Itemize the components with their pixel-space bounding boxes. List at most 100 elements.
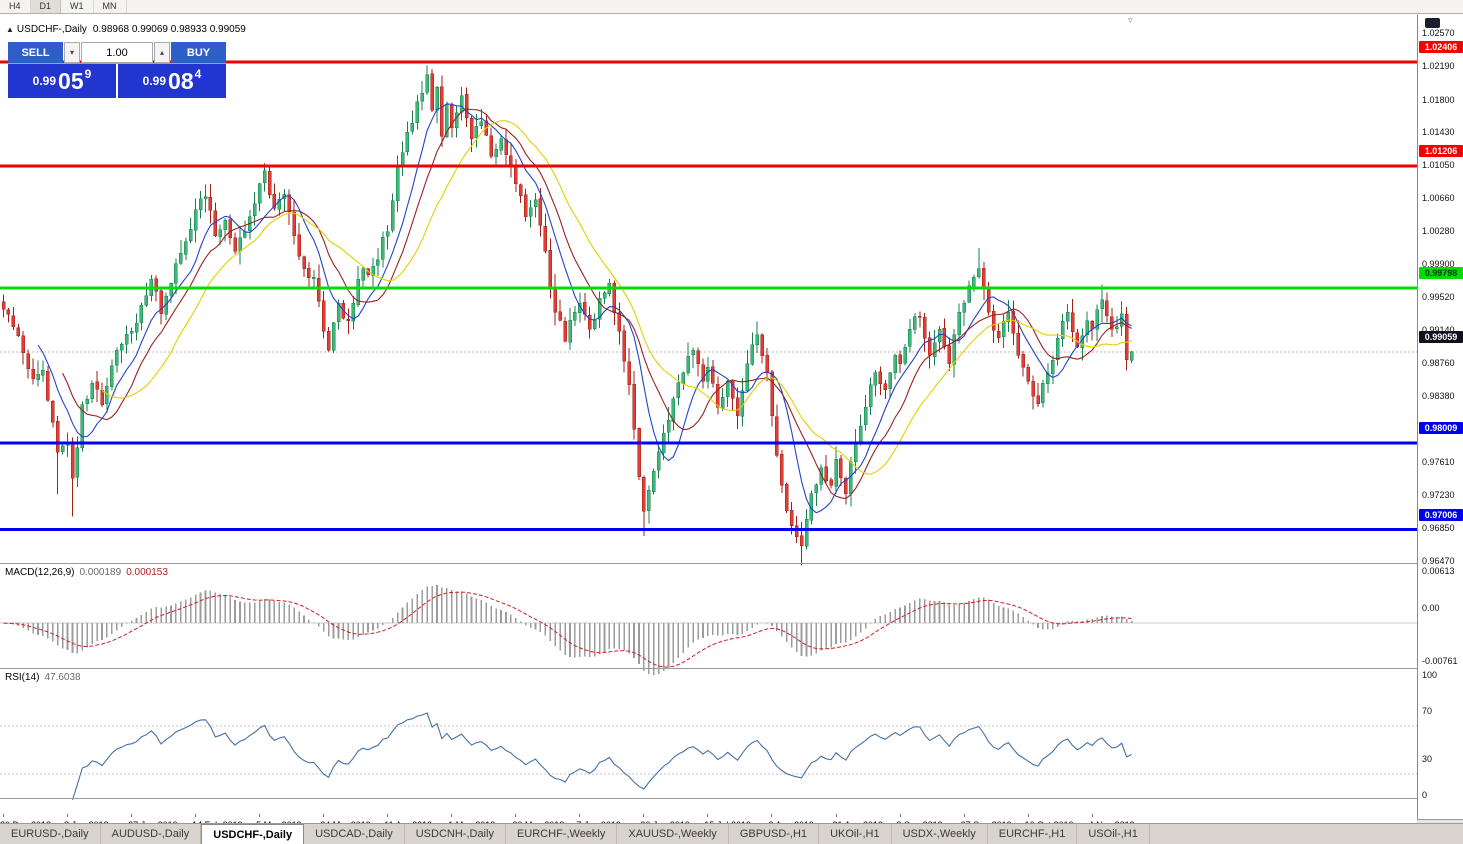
timeframe-toolbar: H4 D1 W1 MN [0, 0, 1463, 14]
price-tick-label: 1.01050 [1422, 159, 1455, 170]
level-price-label: 1.02406 [1419, 41, 1463, 54]
date-tick-mark [387, 814, 389, 817]
price-tick-label: 1.00280 [1422, 226, 1455, 237]
price-tick-label: 0.97610 [1422, 457, 1455, 468]
level-price-label: 1.01206 [1419, 145, 1463, 158]
pane-splitter[interactable] [0, 798, 1463, 799]
chart-tab-audusd-daily[interactable]: AUDUSD-,Daily [101, 824, 202, 844]
one-click-trading-panel: SELL ▾ 1.00 ▴ BUY 0.99 05 9 0.99 08 4 [8, 42, 226, 98]
chart-tab-usdx-weekly[interactable]: USDX-,Weekly [892, 824, 988, 844]
timeframe-button-w1[interactable]: W1 [61, 0, 94, 13]
ma-8-line [37, 103, 1132, 514]
price-tick-label: 0.96470 [1422, 556, 1455, 566]
date-tick-mark [259, 814, 261, 817]
chart-symbol-timeframe: USDCHF-,Daily [16, 24, 87, 35]
chart-canvas-area[interactable]: 20 Dec 20188 Jan 201927 Jan 201914 Feb 2… [0, 15, 1417, 834]
candlestick-series [1, 65, 1134, 566]
chart-tab-eurchf-weekly[interactable]: EURCHF-,Weekly [506, 824, 618, 844]
date-tick-mark [67, 814, 69, 817]
timeframe-button-d1[interactable]: D1 [30, 0, 62, 13]
pane-splitter[interactable] [0, 563, 1463, 564]
volume-increase-button[interactable]: ▴ [154, 42, 170, 63]
chart-tab-xauusd-weekly[interactable]: XAUUSD-,Weekly [617, 824, 729, 844]
date-tick-mark [131, 814, 133, 817]
date-tick-mark [579, 814, 581, 817]
price-tick-label: 0.99900 [1422, 259, 1455, 270]
price-tick-label: 1.01800 [1422, 94, 1455, 105]
price-tick-label: 0.99520 [1422, 292, 1455, 302]
buy-price-display[interactable]: 0.99 08 4 [118, 64, 226, 98]
macd-axis-label: 0.00613 [1422, 566, 1455, 576]
rsi-axis-label: 30 [1422, 754, 1433, 764]
macd-histogram [7, 585, 1133, 675]
macd-axis-label: -0.00761 [1422, 656, 1458, 666]
date-tick-mark [515, 814, 517, 817]
chart-tab-ukoil-h1[interactable]: UKOil-,H1 [819, 824, 892, 844]
chart-tab-gbpusd-h1[interactable]: GBPUSD-,H1 [729, 824, 820, 844]
trade-panel-prices-row: 0.99 05 9 0.99 08 4 [8, 64, 226, 98]
buy-price-pipette: 4 [194, 67, 202, 81]
price-chart-pane[interactable] [0, 30, 1417, 578]
price-tick-label: 1.00660 [1422, 193, 1455, 204]
timeframe-button-mn[interactable]: MN [94, 0, 127, 13]
date-tick-mark [835, 814, 837, 817]
price-tick-label: 0.98380 [1422, 390, 1455, 401]
chart-tab-eurchf-h1[interactable]: EURCHF-,H1 [988, 824, 1078, 844]
pane-splitter[interactable] [0, 668, 1463, 669]
price-tick-label: 0.99140 [1422, 324, 1455, 335]
sell-price-pipette: 9 [84, 67, 92, 81]
date-tick-mark [451, 814, 453, 817]
timeframe-button-group: H4 D1 W1 MN [0, 0, 127, 13]
price-axis: 1.02570 1.02190 1.01800 1.01430 1.01050 1.006… [1417, 15, 1463, 819]
macd-indicator-pane[interactable] [0, 579, 1417, 683]
collapse-trade-panel-icon[interactable]: ▲ [6, 25, 14, 34]
volume-decrease-button[interactable]: ▾ [64, 42, 80, 63]
date-tick-mark [323, 814, 325, 817]
macd-signal-value: 0.000153 [126, 567, 168, 578]
date-tick-mark [771, 814, 773, 817]
rsi-label: RSI(14) [5, 672, 40, 683]
level-price-label: 0.98009 [1419, 421, 1463, 434]
chart-tab-usdcad-daily[interactable]: USDCAD-,Daily [304, 824, 405, 844]
rsi-line [71, 712, 1132, 800]
macd-signal-line [3, 591, 1132, 668]
buy-price-base: 0.99 [142, 74, 167, 88]
chart-ohlc-values: 0.98968 0.99069 0.98933 0.99059 [92, 24, 246, 35]
sell-price-base: 0.99 [32, 74, 57, 88]
date-tick-mark [963, 814, 965, 817]
chart-tab-usoil-h1[interactable]: USOil-,H1 [1077, 824, 1150, 844]
chart-tab-usdcnh-daily[interactable]: USDCNH-,Daily [405, 824, 506, 844]
rsi-indicator-pane[interactable] [0, 684, 1417, 813]
price-tick-label: 0.97230 [1422, 490, 1455, 501]
date-tick-mark [1091, 814, 1093, 817]
price-tick-label: 1.02190 [1422, 60, 1455, 71]
level-price-label: 0.99798 [1419, 266, 1463, 279]
chart-shift-marker-icon[interactable]: ▿ [1128, 15, 1133, 25]
sell-price-display[interactable]: 0.99 05 9 [8, 64, 116, 98]
date-tick-mark [899, 814, 901, 817]
macd-main-value: 0.000189 [79, 567, 122, 578]
date-tick-mark [707, 814, 709, 817]
sell-price-big-digits: 05 [58, 67, 84, 94]
price-tick-label: 0.98760 [1422, 357, 1455, 368]
level-price-label: 0.97006 [1419, 508, 1463, 521]
date-tick-mark [1027, 814, 1029, 817]
rsi-value: 47.6038 [44, 672, 81, 683]
volume-input[interactable]: 1.00 [81, 42, 153, 63]
window-control-icon[interactable] [1425, 18, 1440, 28]
chart-title: ▲ USDCHF-,Daily 0.98968 0.99069 0.98933 0.… [6, 24, 246, 35]
macd-label: MACD(12,26,9) [5, 567, 75, 578]
rsi-axis-label: 70 [1422, 706, 1433, 716]
trade-panel-controls-row: SELL ▾ 1.00 ▴ BUY [8, 42, 226, 63]
current-price-label: 0.99059 [1419, 330, 1463, 343]
chart-tabs-bar: EURUSD-,Daily AUDUSD-,Daily USDCHF-,Daily U… [0, 823, 1463, 844]
timeframe-button-h4[interactable]: H4 [0, 0, 31, 13]
rsi-axis-label: 100 [1422, 670, 1438, 680]
buy-button[interactable]: BUY [171, 42, 226, 63]
sell-button[interactable]: SELL [8, 42, 63, 63]
buy-price-big-digits: 08 [168, 67, 194, 94]
chart-tab-usdchf-daily[interactable]: USDCHF-,Daily [201, 824, 305, 844]
price-tick-label: 0.96850 [1422, 523, 1455, 534]
price-tick-label: 1.02570 [1422, 28, 1455, 38]
chart-tab-eurusd-daily[interactable]: EURUSD-,Daily [0, 824, 101, 844]
